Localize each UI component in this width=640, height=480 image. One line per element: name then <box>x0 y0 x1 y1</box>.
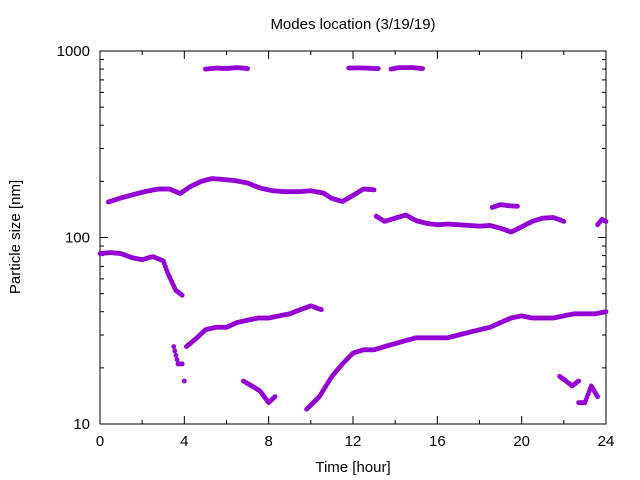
x-tick-label: 8 <box>264 433 272 450</box>
data-point <box>245 66 251 71</box>
axis-tick-labels: 0 4 8 12 16 20 24 10 100 1000 <box>57 43 615 450</box>
data-point <box>603 219 609 224</box>
data-point <box>319 307 324 313</box>
data-point <box>172 348 178 354</box>
y-tick-label: 1000 <box>57 43 90 60</box>
data-point <box>576 378 581 384</box>
chart-title: Modes location (3/19/19) <box>270 16 435 33</box>
y-tick-label: 10 <box>73 416 90 433</box>
x-tick-label: 0 <box>96 433 104 450</box>
data-point <box>181 378 187 384</box>
x-tick-label: 20 <box>513 433 530 450</box>
data-point <box>272 394 278 400</box>
data-point <box>515 203 520 209</box>
axis-ticks <box>99 50 607 425</box>
x-tick-label: 12 <box>345 433 362 450</box>
data-point <box>603 309 609 315</box>
x-axis-label: Time [hour] <box>315 459 390 476</box>
x-tick-label: 4 <box>180 433 188 450</box>
data-point <box>420 66 425 71</box>
data-point <box>179 361 185 367</box>
plot-area <box>99 50 607 425</box>
data-point <box>595 394 600 400</box>
data-point <box>375 66 381 71</box>
y-tick-label: 100 <box>65 230 90 247</box>
x-tick-label: 16 <box>429 433 446 450</box>
data-points <box>97 65 609 412</box>
data-point <box>179 292 185 298</box>
data-point <box>174 357 180 362</box>
data-point <box>371 187 377 193</box>
data-point <box>173 352 179 358</box>
data-point <box>171 344 177 349</box>
data-point <box>561 219 567 224</box>
x-tick-label: 24 <box>598 433 615 450</box>
y-axis-label: Particle size [nm] <box>7 180 24 294</box>
